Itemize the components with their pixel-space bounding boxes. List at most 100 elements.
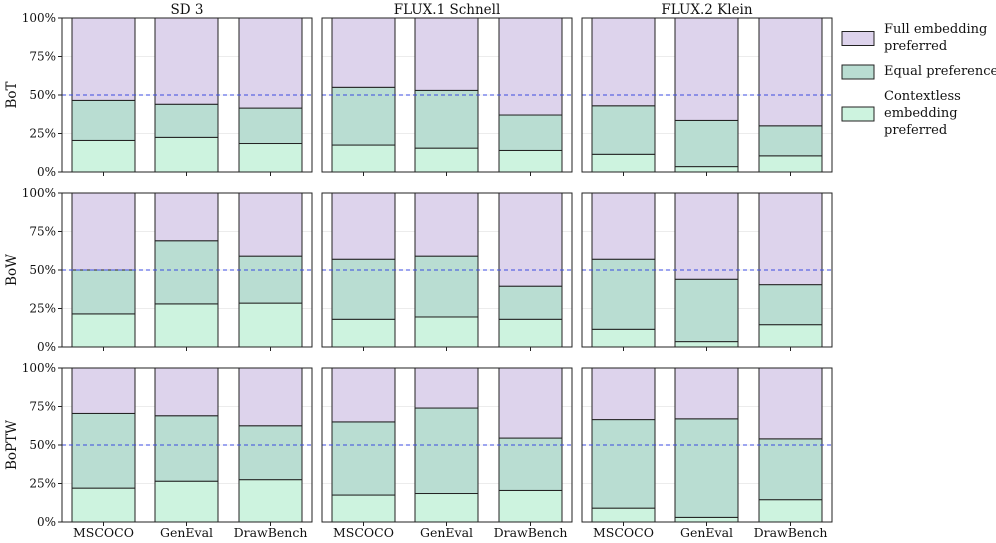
y-tick-label-bot-sd-3-75: 75% bbox=[29, 50, 56, 64]
y-tick-label-boptw-sd-3-100: 100% bbox=[22, 361, 56, 375]
panel-frame-bot-flux-1-schnell bbox=[321, 17, 573, 173]
legend-swatch-0 bbox=[841, 31, 875, 46]
bar-full-bow-flux-1-schnell-drawbench bbox=[498, 192, 563, 287]
panel-frame-boptw-flux-2-klein bbox=[581, 367, 833, 523]
bar-full-bow-flux-1-schnell-mscoco bbox=[331, 192, 396, 260]
legend-label-1-0: Equal preference bbox=[884, 64, 996, 79]
bar-contextless-boptw-flux-2-klein-mscoco bbox=[591, 507, 656, 523]
legend-swatch-1 bbox=[841, 64, 875, 80]
bar-contextless-bow-flux-2-klein-geneval bbox=[674, 341, 739, 348]
bar-full-bot-sd-3-mscoco bbox=[71, 17, 136, 101]
bar-contextless-boptw-flux-2-klein-drawbench bbox=[758, 499, 823, 523]
bar-equal-bot-sd-3-drawbench bbox=[238, 107, 303, 145]
bar-full-boptw-flux-1-schnell-geneval bbox=[414, 367, 479, 409]
bar-equal-boptw-flux-1-schnell-geneval bbox=[414, 407, 479, 495]
category-label-sd-3-geneval: GenEval bbox=[160, 525, 213, 540]
row-label-bot: BoT bbox=[4, 81, 20, 108]
y-tick-label-bow-sd-3-75: 75% bbox=[29, 225, 56, 239]
bar-equal-bow-flux-1-schnell-drawbench bbox=[498, 285, 563, 320]
bar-contextless-bow-flux-2-klein-mscoco bbox=[591, 328, 656, 348]
y-tick-label-bow-sd-3-0: 0% bbox=[37, 340, 56, 354]
legend-swatch-2 bbox=[841, 106, 875, 122]
bar-equal-bot-flux-1-schnell-mscoco bbox=[331, 86, 396, 146]
bar-contextless-boptw-sd-3-mscoco bbox=[71, 487, 136, 523]
bar-contextless-boptw-flux-1-schnell-geneval bbox=[414, 493, 479, 523]
bar-full-bow-flux-1-schnell-geneval bbox=[414, 192, 479, 257]
bar-equal-boptw-sd-3-drawbench bbox=[238, 425, 303, 481]
y-tick-label-bot-sd-3-0: 0% bbox=[37, 165, 56, 179]
bar-full-bow-flux-2-klein-geneval bbox=[674, 192, 739, 280]
bar-equal-bow-flux-1-schnell-mscoco bbox=[331, 258, 396, 320]
column-title-sd-3: SD 3 bbox=[171, 2, 204, 18]
category-label-sd-3-drawbench: DrawBench bbox=[234, 525, 308, 540]
bar-contextless-bot-flux-1-schnell-geneval bbox=[414, 147, 479, 173]
bar-full-bow-sd-3-geneval bbox=[154, 192, 219, 242]
bar-equal-bow-sd-3-drawbench bbox=[238, 255, 303, 304]
bar-contextless-bow-sd-3-drawbench bbox=[238, 302, 303, 348]
category-label-flux-1-schnell-drawbench: DrawBench bbox=[494, 525, 568, 540]
bar-contextless-bow-flux-1-schnell-drawbench bbox=[498, 318, 563, 348]
legend-label-0-1: preferred bbox=[884, 39, 947, 54]
bar-contextless-boptw-sd-3-drawbench bbox=[238, 479, 303, 523]
bar-contextless-bow-sd-3-mscoco bbox=[71, 313, 136, 348]
category-label-sd-3-mscoco: MSCOCO bbox=[73, 525, 134, 540]
y-tick-label-bot-sd-3-50: 50% bbox=[29, 88, 56, 102]
bar-contextless-bot-flux-2-klein-drawbench bbox=[758, 155, 823, 173]
bar-full-boptw-flux-2-klein-mscoco bbox=[591, 367, 656, 421]
bar-contextless-bot-sd-3-geneval bbox=[154, 136, 219, 173]
bar-contextless-bot-flux-1-schnell-drawbench bbox=[498, 149, 563, 173]
y-tick-label-bot-sd-3-100: 100% bbox=[22, 11, 56, 25]
bar-equal-bot-flux-1-schnell-geneval bbox=[414, 89, 479, 149]
bar-equal-bow-sd-3-mscoco bbox=[71, 269, 136, 315]
legend-label-0-0: Full embedding bbox=[884, 22, 987, 37]
bar-equal-bow-flux-2-klein-mscoco bbox=[591, 258, 656, 330]
bar-equal-bot-flux-2-klein-mscoco bbox=[591, 105, 656, 155]
category-label-flux-2-klein-geneval: GenEval bbox=[680, 525, 733, 540]
bar-full-bot-flux-1-schnell-mscoco bbox=[331, 17, 396, 88]
bar-contextless-bot-flux-2-klein-mscoco bbox=[591, 153, 656, 173]
bar-contextless-bot-flux-1-schnell-mscoco bbox=[331, 144, 396, 173]
legend-label-2-0: Contextless bbox=[884, 89, 961, 104]
bar-full-boptw-flux-1-schnell-drawbench bbox=[498, 367, 563, 439]
bar-equal-boptw-sd-3-mscoco bbox=[71, 412, 136, 489]
bar-equal-boptw-flux-2-klein-mscoco bbox=[591, 419, 656, 509]
bar-full-bow-sd-3-mscoco bbox=[71, 192, 136, 271]
column-title-flux-1-schnell: FLUX.1 Schnell bbox=[394, 2, 501, 18]
bar-full-bot-flux-2-klein-drawbench bbox=[758, 17, 823, 127]
bar-equal-bow-flux-1-schnell-geneval bbox=[414, 255, 479, 318]
bar-full-bow-flux-2-klein-drawbench bbox=[758, 192, 823, 286]
panel-frame-bot-flux-2-klein bbox=[581, 17, 833, 173]
category-label-flux-1-schnell-geneval: GenEval bbox=[420, 525, 473, 540]
bar-full-bot-flux-2-klein-mscoco bbox=[591, 17, 656, 107]
category-label-flux-2-klein-drawbench: DrawBench bbox=[754, 525, 828, 540]
y-tick-label-boptw-sd-3-50: 50% bbox=[29, 438, 56, 452]
bar-full-boptw-flux-1-schnell-mscoco bbox=[331, 367, 396, 423]
y-tick-label-boptw-sd-3-75: 75% bbox=[29, 400, 56, 414]
bar-full-boptw-sd-3-geneval bbox=[154, 367, 219, 417]
y-tick-label-boptw-sd-3-25: 25% bbox=[29, 477, 56, 491]
bar-full-boptw-flux-2-klein-geneval bbox=[674, 367, 739, 420]
y-tick-label-bow-sd-3-100: 100% bbox=[22, 186, 56, 200]
category-label-flux-1-schnell-mscoco: MSCOCO bbox=[333, 525, 394, 540]
bar-full-bow-sd-3-drawbench bbox=[238, 192, 303, 257]
panel-frame-bow-flux-2-klein bbox=[581, 192, 833, 348]
bar-equal-bot-flux-2-klein-geneval bbox=[674, 119, 739, 168]
bar-equal-bow-sd-3-geneval bbox=[154, 240, 219, 305]
bar-equal-boptw-flux-2-klein-geneval bbox=[674, 418, 739, 518]
bar-contextless-boptw-flux-1-schnell-drawbench bbox=[498, 489, 563, 523]
bar-full-bot-flux-1-schnell-geneval bbox=[414, 17, 479, 91]
bar-equal-bot-sd-3-mscoco bbox=[71, 99, 136, 141]
row-label-bow: BoW bbox=[4, 254, 20, 286]
panel-frame-bow-flux-1-schnell bbox=[321, 192, 573, 348]
bar-full-bot-sd-3-geneval bbox=[154, 17, 219, 105]
bar-full-bot-flux-1-schnell-drawbench bbox=[498, 17, 563, 116]
bar-contextless-bow-flux-2-klein-drawbench bbox=[758, 324, 823, 348]
bar-full-boptw-flux-2-klein-drawbench bbox=[758, 367, 823, 440]
bar-equal-bow-flux-2-klein-drawbench bbox=[758, 284, 823, 326]
bar-contextless-bot-sd-3-mscoco bbox=[71, 139, 136, 173]
column-title-flux-2-klein: FLUX.2 Klein bbox=[661, 2, 752, 18]
category-label-flux-2-klein-mscoco: MSCOCO bbox=[593, 525, 654, 540]
bar-contextless-boptw-flux-2-klein-geneval bbox=[674, 516, 739, 523]
bar-equal-boptw-flux-1-schnell-mscoco bbox=[331, 421, 396, 496]
